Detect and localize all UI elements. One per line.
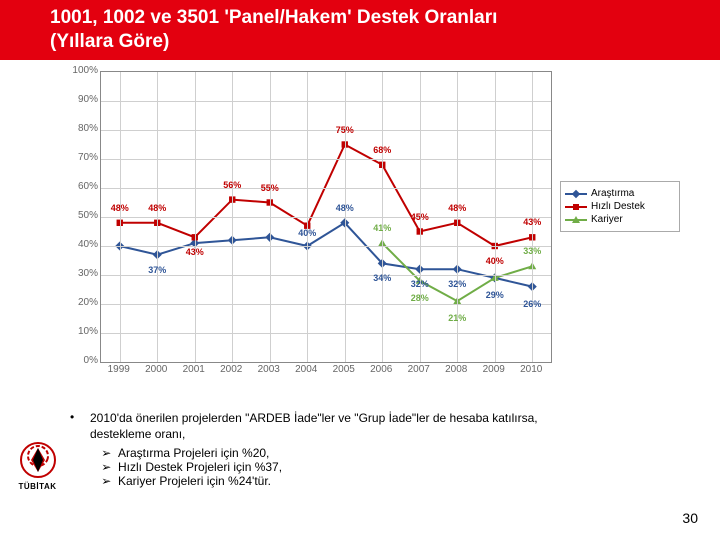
notes-bullet: • [70, 410, 74, 424]
chart-ytick: 30% [62, 268, 98, 279]
chart-ytick: 40% [62, 239, 98, 250]
chart-xtick: 2004 [295, 364, 317, 375]
chart-xtick: 2009 [483, 364, 505, 375]
chart-ytick: 80% [62, 123, 98, 134]
chart-xtick: 2006 [370, 364, 392, 375]
chart-legend: Araştırma Hızlı Destek Kariyer [560, 181, 680, 232]
legend-item: Araştırma [565, 188, 675, 199]
chart-ytick: 60% [62, 181, 98, 192]
chart-ytick: 50% [62, 210, 98, 221]
chart-xtick: 2000 [145, 364, 167, 375]
chart-point-label: 41% [373, 223, 391, 233]
notes-item: Kariyer Projeleri için %24'tür. [118, 474, 670, 488]
chart-point-label: 48% [111, 203, 129, 213]
chart-xtick: 2003 [258, 364, 280, 375]
slide-title: 1001, 1002 ve 3501 'Panel/Hakem' Destek … [50, 6, 497, 54]
chart-point-label: 29% [486, 290, 504, 300]
notes-item: Hızlı Destek Projeleri için %37, [118, 460, 670, 474]
chart-point-label: 32% [411, 279, 429, 289]
chart-xtick: 2002 [220, 364, 242, 375]
logo-icon [18, 440, 58, 480]
chart-point-label: 40% [486, 256, 504, 266]
chart: 37% 40% 48% 34% 32% 32% 29% 26% 48% 48% 43% 56% 55% 7… [60, 66, 680, 386]
legend-item: Hızlı Destek [565, 201, 675, 212]
chart-point-label: 21% [448, 313, 466, 323]
logo-text: TÜBİTAK [10, 482, 65, 491]
chart-point-label: 48% [148, 203, 166, 213]
notes-item: Araştırma Projeleri için %20, [118, 446, 670, 460]
chart-ytick: 10% [62, 326, 98, 337]
chart-ytick: 100% [62, 65, 98, 76]
chart-point-label: 32% [448, 279, 466, 289]
chart-ytick: 90% [62, 94, 98, 105]
chart-xtick: 1999 [108, 364, 130, 375]
logo: TÜBİTAK [10, 440, 65, 491]
chart-xtick: 2010 [520, 364, 542, 375]
legend-label: Hızlı Destek [591, 201, 645, 212]
legend-item: Kariyer [565, 214, 675, 225]
chart-point-label: 68% [373, 145, 391, 155]
chart-point-label: 55% [261, 183, 279, 193]
chart-xtick: 2001 [183, 364, 205, 375]
chart-ytick: 20% [62, 297, 98, 308]
chart-plot-area: 37% 40% 48% 34% 32% 32% 29% 26% 48% 48% 43% 56% 55% 7… [100, 71, 552, 363]
notes: • 2010'da önerilen projelerden "ARDEB İa… [90, 410, 670, 488]
legend-label: Kariyer [591, 214, 623, 225]
chart-point-label: 40% [298, 228, 316, 238]
chart-point-label: 43% [186, 247, 204, 257]
chart-point-label: 48% [448, 203, 466, 213]
chart-point-label: 45% [411, 212, 429, 222]
chart-point-label: 37% [148, 265, 166, 275]
chart-point-label: 48% [336, 203, 354, 213]
chart-point-label: 33% [523, 246, 541, 256]
chart-point-label: 26% [523, 299, 541, 309]
chart-point-label: 28% [411, 293, 429, 303]
chart-xtick: 2008 [445, 364, 467, 375]
page-number: 30 [682, 510, 698, 526]
chart-point-label: 75% [336, 125, 354, 135]
chart-xtick: 2007 [408, 364, 430, 375]
chart-point-label: 56% [223, 180, 241, 190]
legend-label: Araştırma [591, 188, 634, 199]
notes-sub-bullets: Araştırma Projeleri için %20, Hızlı Dest… [90, 446, 670, 488]
chart-point-label: 43% [523, 217, 541, 227]
chart-ytick: 0% [62, 355, 98, 366]
notes-lead: 2010'da önerilen projelerden "ARDEB İade… [90, 410, 670, 442]
chart-point-label: 34% [373, 273, 391, 283]
chart-xtick: 2005 [333, 364, 355, 375]
chart-ytick: 70% [62, 152, 98, 163]
